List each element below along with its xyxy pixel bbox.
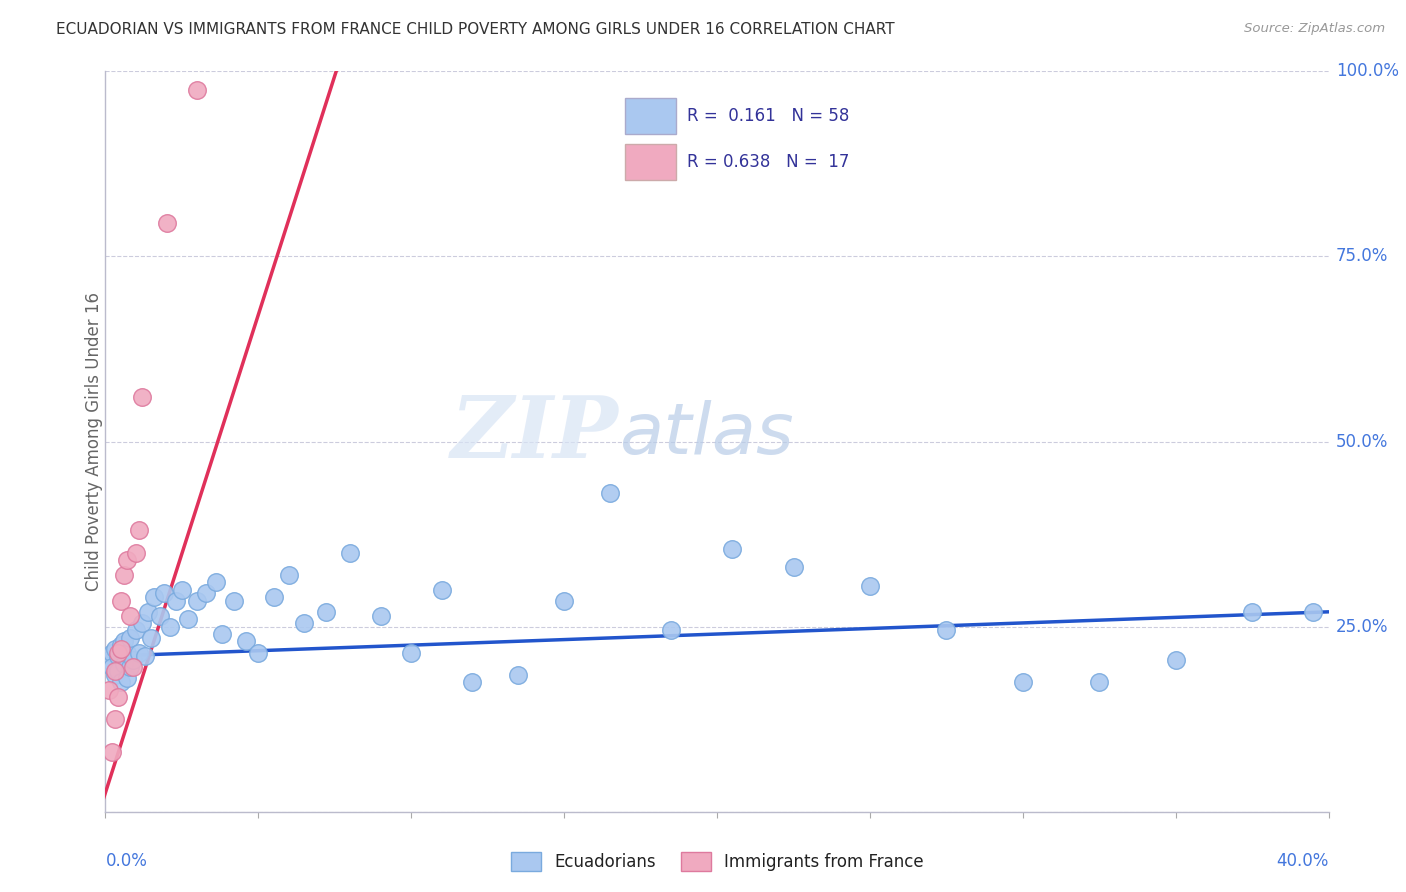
- Point: [131, 615, 153, 630]
- Point: [107, 690, 129, 704]
- Point: [263, 590, 285, 604]
- Text: atlas: atlas: [619, 400, 794, 468]
- Point: [159, 619, 181, 633]
- Point: [104, 664, 127, 678]
- Point: [107, 649, 129, 664]
- Y-axis label: Child Poverty Among Girls Under 16: Child Poverty Among Girls Under 16: [86, 292, 103, 591]
- Point: [107, 646, 129, 660]
- Point: [430, 582, 453, 597]
- Point: [859, 579, 882, 593]
- Point: [100, 746, 122, 760]
- Point: [1164, 653, 1187, 667]
- Point: [97, 653, 120, 667]
- Point: [399, 646, 422, 660]
- Point: [553, 593, 575, 607]
- Point: [149, 608, 172, 623]
- Point: [110, 675, 132, 690]
- Point: [186, 593, 208, 607]
- Point: [195, 586, 218, 600]
- Point: [186, 83, 208, 97]
- Point: [721, 541, 744, 556]
- Text: ECUADORIAN VS IMMIGRANTS FROM FRANCE CHILD POVERTY AMONG GIRLS UNDER 16 CORRELAT: ECUADORIAN VS IMMIGRANTS FROM FRANCE CHI…: [56, 22, 894, 37]
- Point: [235, 634, 257, 648]
- Point: [128, 646, 150, 660]
- Point: [110, 593, 132, 607]
- Point: [115, 553, 138, 567]
- Point: [204, 575, 226, 590]
- Point: [1088, 675, 1111, 690]
- Point: [143, 590, 166, 604]
- Text: ZIP: ZIP: [451, 392, 619, 476]
- Point: [177, 612, 200, 626]
- Point: [277, 567, 299, 582]
- Point: [1011, 675, 1033, 690]
- Text: 25.0%: 25.0%: [1336, 617, 1388, 636]
- Point: [125, 546, 148, 560]
- Text: 0.0%: 0.0%: [105, 852, 148, 870]
- Point: [370, 608, 392, 623]
- Point: [128, 524, 150, 538]
- Point: [222, 593, 245, 607]
- Point: [125, 624, 148, 638]
- Point: [339, 546, 361, 560]
- Point: [110, 638, 132, 652]
- Point: [211, 627, 233, 641]
- Point: [136, 605, 159, 619]
- Point: [115, 672, 138, 686]
- Point: [935, 624, 957, 638]
- Point: [131, 390, 153, 404]
- Point: [461, 675, 484, 690]
- Point: [100, 660, 122, 674]
- Point: [104, 641, 127, 656]
- Point: [112, 567, 135, 582]
- Point: [170, 582, 193, 597]
- Legend: Ecuadorians, Immigrants from France: Ecuadorians, Immigrants from France: [503, 845, 931, 878]
- Point: [315, 605, 337, 619]
- Point: [134, 649, 156, 664]
- Point: [104, 712, 127, 726]
- Point: [112, 634, 135, 648]
- Point: [247, 646, 270, 660]
- Point: [141, 631, 163, 645]
- Point: [659, 624, 682, 638]
- Point: [118, 660, 141, 674]
- Point: [118, 631, 141, 645]
- Point: [155, 216, 177, 230]
- Point: [165, 593, 187, 607]
- Point: [110, 641, 132, 656]
- Point: [1302, 605, 1324, 619]
- Text: 40.0%: 40.0%: [1277, 852, 1329, 870]
- Point: [100, 646, 122, 660]
- Text: Source: ZipAtlas.com: Source: ZipAtlas.com: [1244, 22, 1385, 36]
- Text: 75.0%: 75.0%: [1336, 247, 1388, 266]
- Point: [122, 660, 145, 674]
- Point: [112, 657, 135, 671]
- Point: [782, 560, 804, 574]
- Point: [1241, 605, 1264, 619]
- Point: [118, 608, 141, 623]
- Point: [599, 486, 621, 500]
- Point: [292, 615, 315, 630]
- Point: [107, 664, 129, 678]
- Point: [508, 667, 530, 681]
- Point: [104, 667, 127, 681]
- Point: [152, 586, 174, 600]
- Text: 100.0%: 100.0%: [1336, 62, 1399, 80]
- Point: [115, 646, 138, 660]
- Point: [97, 682, 120, 697]
- Text: 50.0%: 50.0%: [1336, 433, 1388, 450]
- Point: [122, 653, 145, 667]
